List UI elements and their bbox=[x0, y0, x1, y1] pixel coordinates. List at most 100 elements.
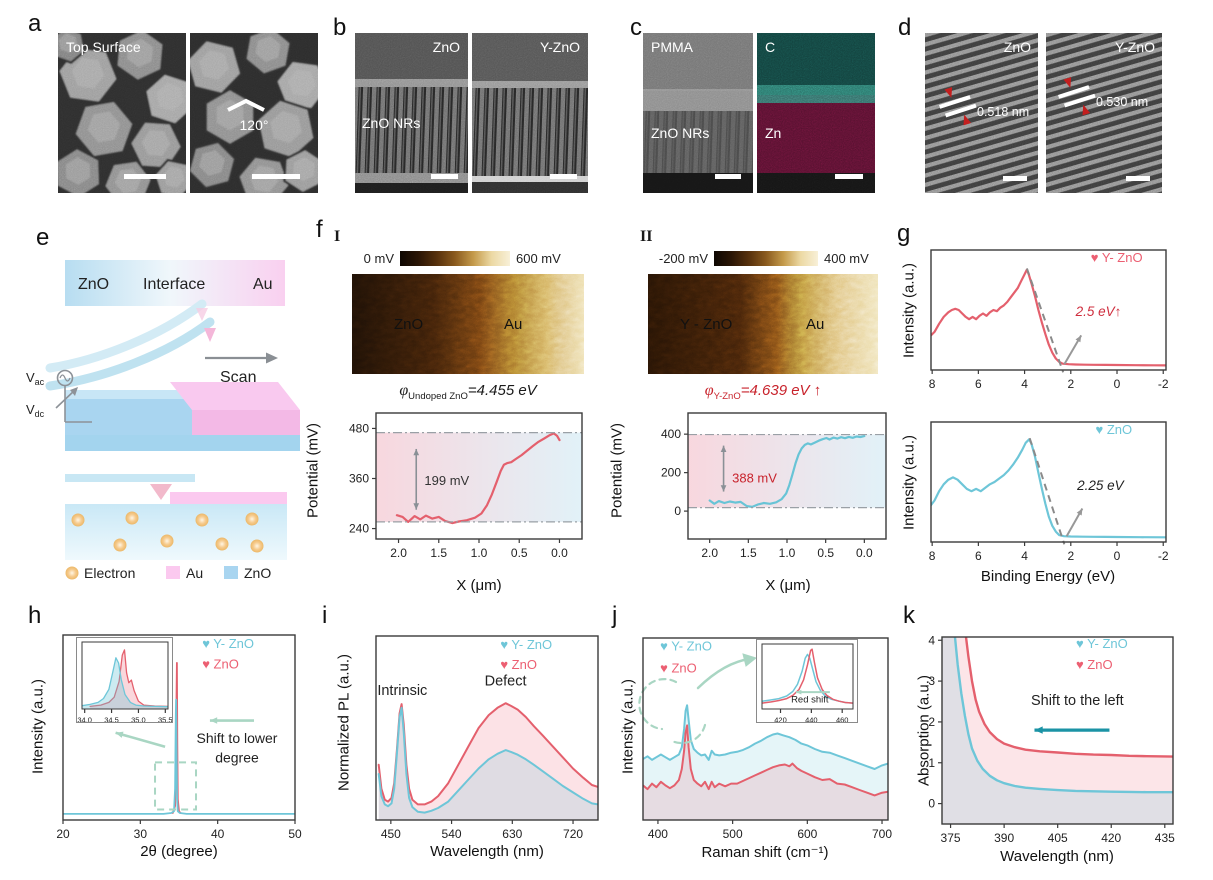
j-xlabel: Raman shift (cm⁻¹) bbox=[701, 844, 829, 861]
dashed-highlight-box bbox=[154, 761, 198, 811]
cantilever-lower bbox=[45, 317, 215, 391]
x-tick-label: 0 bbox=[1114, 377, 1121, 391]
annotation-line bbox=[1028, 437, 1066, 545]
label-zno: ZnO bbox=[1003, 39, 1031, 55]
label-top-surface: Top Surface bbox=[66, 39, 141, 55]
i-xlabel: Wavelength (nm) bbox=[430, 843, 544, 860]
ups-yzno-curve bbox=[931, 268, 1166, 367]
potential-profile-zno-chart: 199 mV 2.0 1.5 1.0 0.5 0.0 240 360 480 bbox=[349, 412, 583, 560]
colorbar1 bbox=[400, 251, 510, 266]
sem-pmma-zno-image: PMMA ZnO NRs bbox=[643, 33, 753, 193]
colorbar2-min: -200 mV bbox=[658, 251, 708, 266]
arrow-head bbox=[1075, 335, 1082, 343]
y-tick-label: 4 bbox=[928, 633, 935, 647]
pl-zno-area bbox=[378, 703, 598, 820]
abs-zno-area bbox=[942, 637, 1173, 824]
raman-inset-chart: Red shift 420 440 460 bbox=[756, 639, 858, 723]
annotation-path bbox=[696, 657, 752, 690]
au-slab-top bbox=[170, 382, 300, 410]
chart-annotation: Intrinsic bbox=[377, 683, 427, 699]
au-slab-front bbox=[192, 410, 300, 435]
arrow-head bbox=[795, 689, 802, 695]
pl-chart: Intrinsic Defect 450 540 630 720 ♥ Y- ZnO ♥ ZnO bbox=[375, 635, 599, 841]
bar-label-zno: ZnO bbox=[78, 276, 109, 293]
gradient-bar bbox=[65, 260, 285, 306]
electron-legend-icon bbox=[65, 566, 79, 580]
x-tick-label: 390 bbox=[994, 831, 1014, 845]
x-tick-label: 435 bbox=[1155, 831, 1175, 845]
x-tick-label: 375 bbox=[941, 831, 961, 845]
axes-box bbox=[930, 249, 1167, 371]
arrow-head bbox=[720, 445, 727, 452]
x-tick-label: 34.5 bbox=[104, 716, 119, 723]
yzno-potential-curve bbox=[708, 435, 866, 508]
spacing-marker bbox=[1058, 77, 1096, 116]
pl-yzno-area bbox=[378, 707, 598, 820]
panel-letter-i: i bbox=[322, 602, 328, 629]
xrd-inset-yzno-curve bbox=[82, 657, 168, 708]
spacing-marker bbox=[939, 87, 977, 126]
subpanel-label-II: II bbox=[640, 228, 653, 245]
legend-item: ♥ Y- ZnO bbox=[1076, 636, 1128, 651]
xrd-inset-chart: 34.0 34.5 35.0 35.5 bbox=[76, 637, 173, 723]
x-tick-label: 405 bbox=[1048, 831, 1068, 845]
axes-box bbox=[375, 635, 599, 821]
scale-bar bbox=[550, 174, 577, 179]
y-tick-label: 0 bbox=[674, 504, 681, 518]
axes-box bbox=[642, 637, 889, 821]
raman-chart: 400 500 600 700 ♥ Y- ZnO ♥ ZnO bbox=[638, 637, 892, 841]
map2-yzno-label: Y - ZnO bbox=[680, 316, 733, 333]
label-zno: ZnO bbox=[432, 39, 460, 55]
x-tick-label: 2.0 bbox=[701, 546, 718, 560]
legend-item: ♥ Y- ZnO bbox=[202, 636, 254, 651]
x-tick-label: 50 bbox=[288, 827, 302, 841]
chart-annotation: degree bbox=[215, 749, 259, 765]
fI-xlabel: X (μm) bbox=[456, 577, 502, 594]
workfunction-yzno: φY-ZnO=4.639 eV ↑ bbox=[704, 382, 822, 402]
arrow-head bbox=[720, 485, 727, 492]
legend-item: ♥ ZnO bbox=[660, 661, 697, 676]
zno-potential-curve bbox=[395, 432, 561, 525]
x-tick-label: 500 bbox=[723, 827, 743, 841]
label-pmma: PMMA bbox=[651, 39, 693, 55]
annotation-path bbox=[668, 723, 707, 745]
label-d-spacing: 0.518 nm bbox=[977, 105, 1030, 119]
scan-label: Scan bbox=[220, 369, 256, 386]
x-tick-label: 2.0 bbox=[390, 546, 407, 560]
x-tick-label: 8 bbox=[929, 377, 936, 391]
panel-letter-e: e bbox=[36, 224, 50, 251]
k-xlabel: Wavelength (nm) bbox=[1000, 848, 1114, 865]
chart-annotation: 2.5 eV↑ bbox=[1075, 304, 1122, 319]
electrons bbox=[71, 511, 264, 553]
chart-annotation: Shift to the left bbox=[1031, 693, 1124, 709]
label-zn-element: Zn bbox=[765, 125, 782, 141]
axes-box bbox=[761, 643, 854, 710]
x-tick-label: 0.5 bbox=[511, 546, 528, 560]
kpfm-map-zno: ZnO Au bbox=[352, 274, 584, 374]
x-tick-label: 420 bbox=[774, 716, 787, 723]
panel-letter-c: c bbox=[630, 14, 642, 41]
colorbar2 bbox=[714, 251, 818, 266]
vac-label: Vac bbox=[26, 370, 45, 387]
map1-au-label: Au bbox=[504, 316, 523, 333]
legend-item: ♥ ZnO bbox=[1076, 657, 1113, 672]
panel-letter-g: g bbox=[897, 220, 911, 247]
electron-legend-label: Electron bbox=[84, 565, 135, 581]
y-tick-label: 2 bbox=[928, 715, 935, 729]
scale-bar bbox=[124, 174, 166, 179]
scale-bar bbox=[715, 174, 741, 179]
y-tick-label: 3 bbox=[928, 674, 935, 688]
bar-label-interface: Interface bbox=[143, 276, 205, 293]
axes-box bbox=[81, 641, 169, 710]
x-tick-label: 8 bbox=[929, 549, 936, 563]
x-tick-label: 700 bbox=[872, 827, 892, 841]
x-tick-label: 630 bbox=[502, 827, 522, 841]
abs-yzno-curve bbox=[953, 637, 1173, 794]
raman-inset-zno-curve bbox=[762, 648, 853, 704]
raman-zno-curve bbox=[643, 724, 888, 797]
i-ylabel: Normalized PL (a.u.) bbox=[335, 654, 353, 791]
x-tick-label: 440 bbox=[805, 716, 818, 723]
tip bbox=[204, 328, 216, 342]
colorbar1-max: 600 mV bbox=[516, 251, 561, 266]
y-tick-label: 360 bbox=[349, 472, 369, 486]
